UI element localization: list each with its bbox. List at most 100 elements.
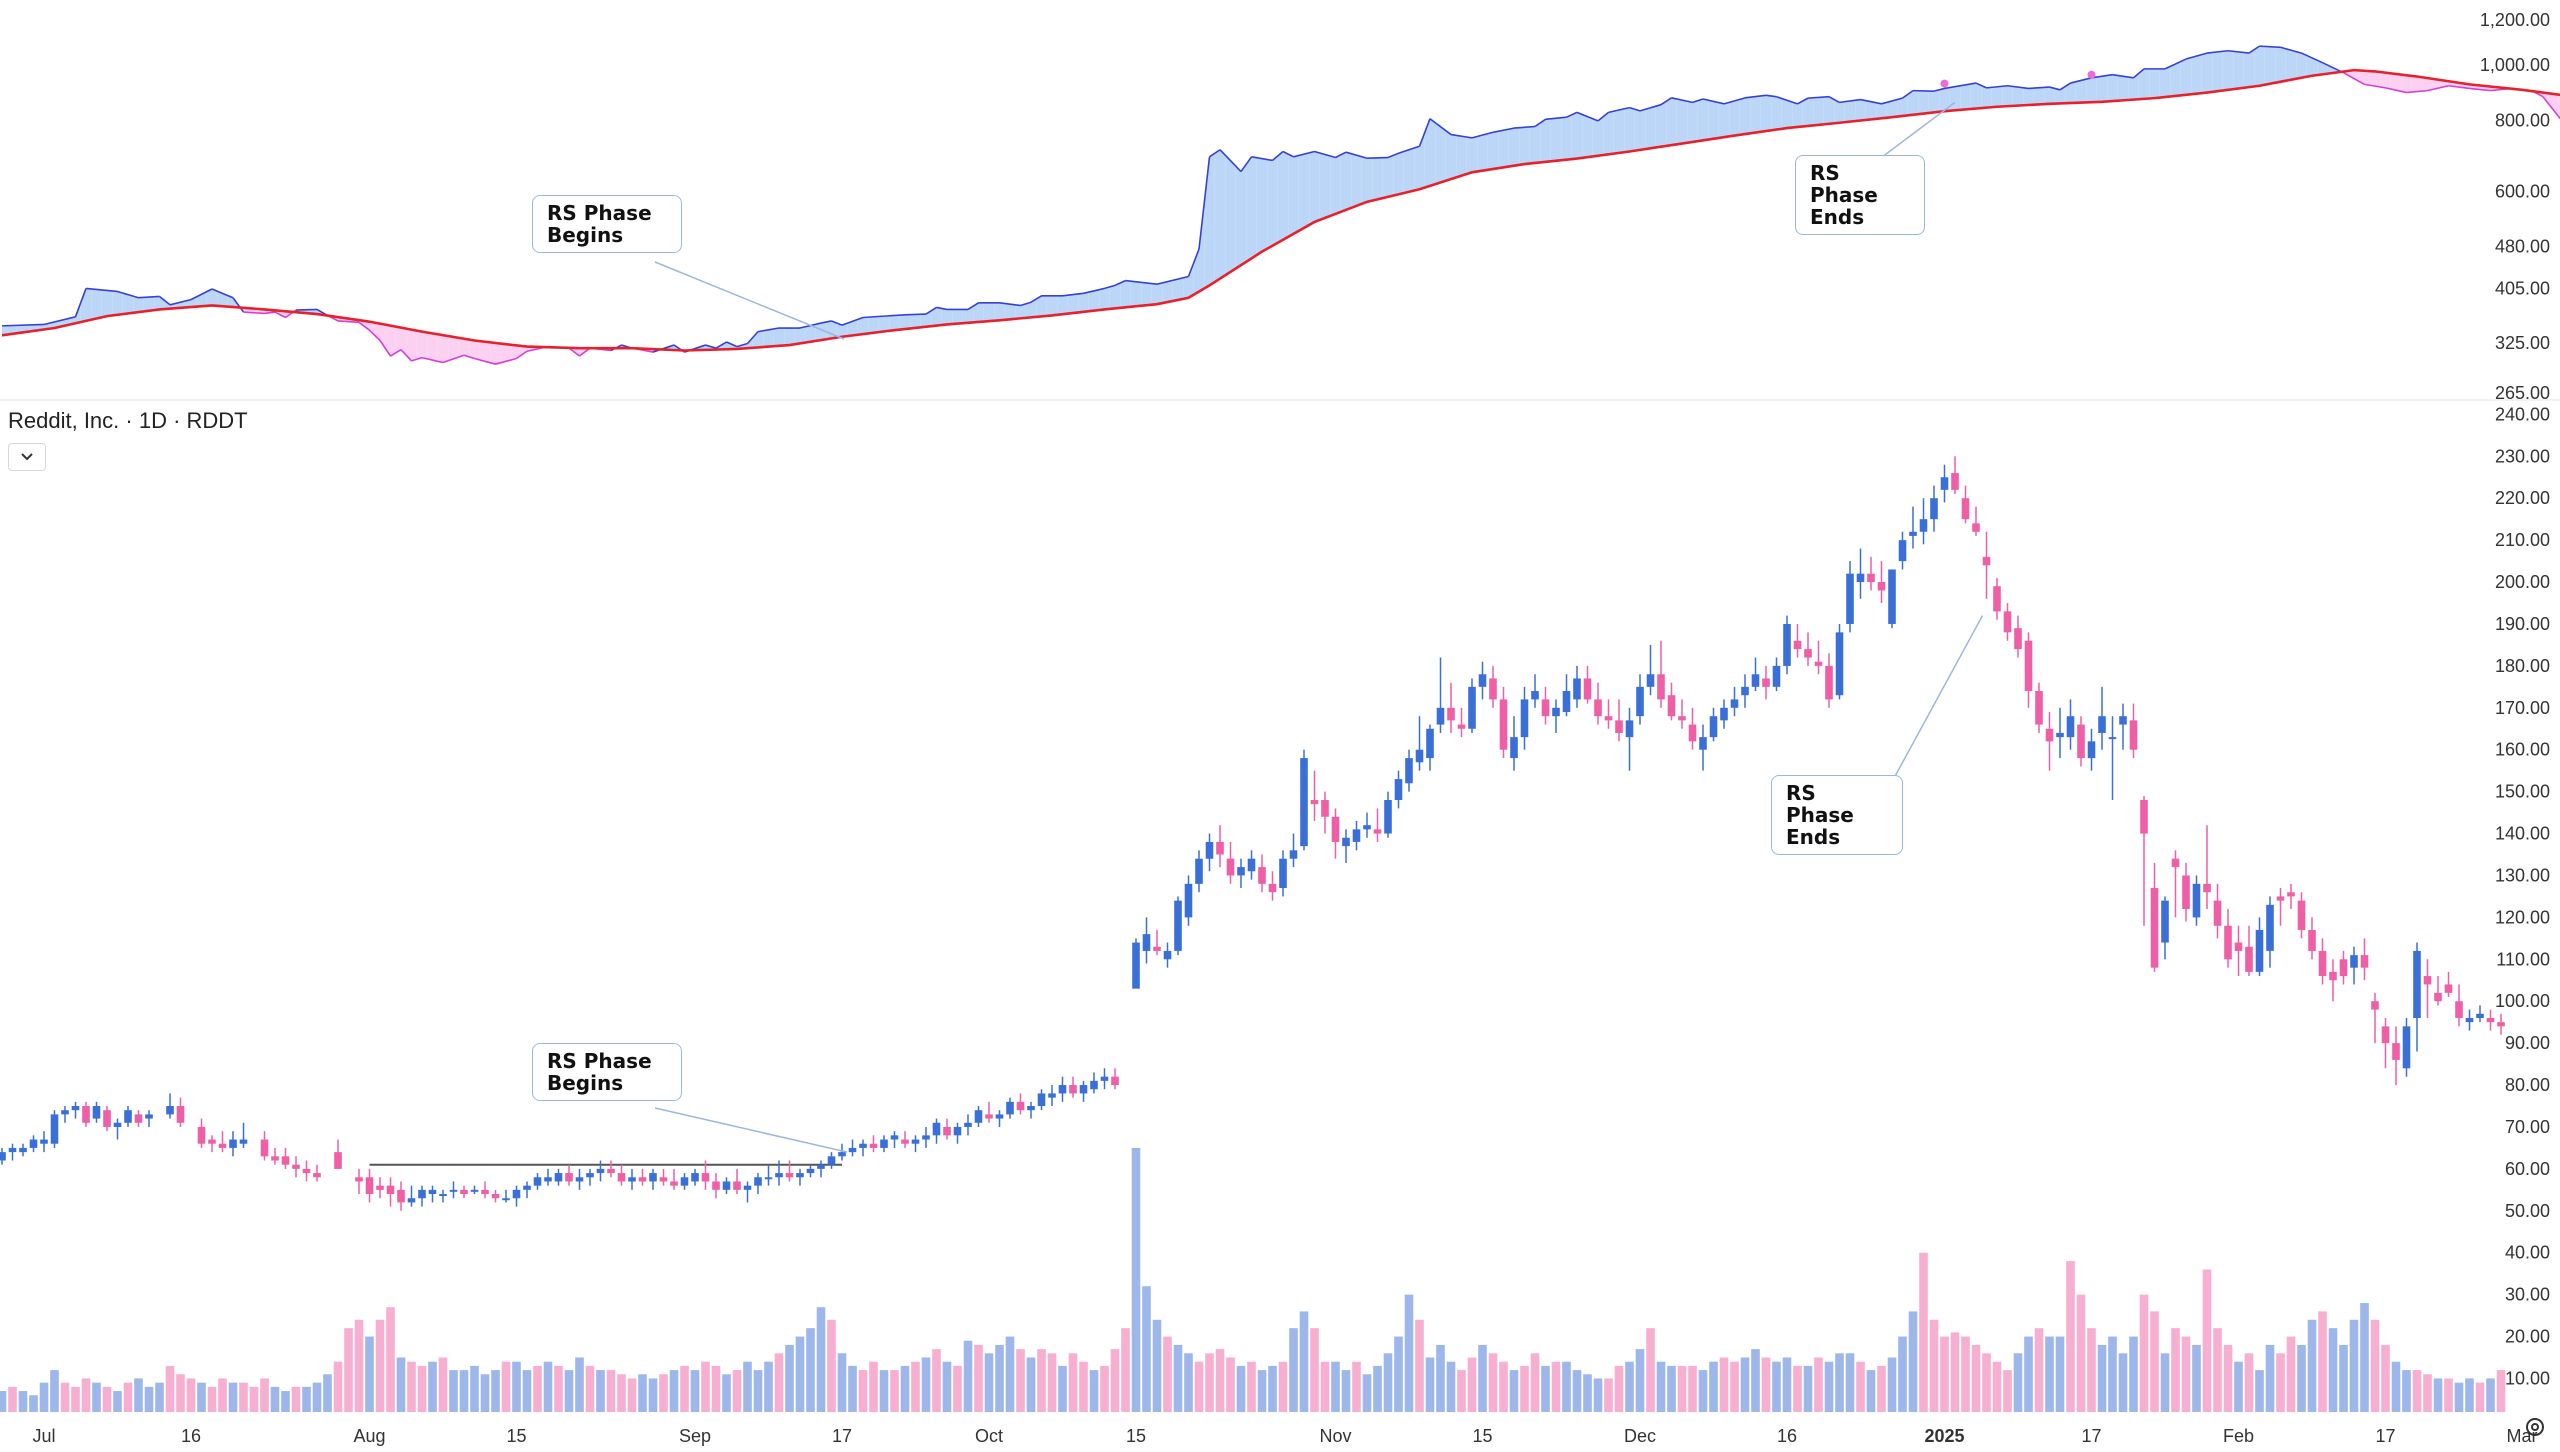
time-axis-tick-label: 17	[2081, 1426, 2101, 1446]
rs-fill-slice	[128, 294, 134, 314]
candle-body	[2045, 728, 2054, 742]
volume-bar	[795, 1336, 805, 1412]
candle-body	[29, 1139, 38, 1148]
rs-fill-slice	[1608, 111, 1614, 155]
candle-body	[1898, 540, 1907, 562]
rs-fill-slice	[1650, 106, 1656, 149]
rs-price-axis[interactable]: 1,200.00 1,000.00 800.00 600.00 480.00 405.00…	[2480, 10, 2550, 403]
candle-body	[197, 1126, 206, 1144]
volume-bar	[848, 1365, 857, 1412]
candle-body	[1499, 699, 1508, 750]
rs-fill-slice	[2075, 80, 2081, 103]
volume-bar	[1236, 1365, 1246, 1412]
time-axis[interactable]: Jul 16 Aug 15 Sep 17 Oct 15 Nov 15 Dec 16 2025 17 Feb 1…	[32, 1426, 2560, 1446]
rs-fill-slice	[1850, 100, 1856, 122]
rs-line-segment	[925, 306, 937, 315]
rs-fill-slice	[1881, 102, 1887, 119]
rs-line-segment	[421, 356, 444, 364]
rs-fill-slice	[2081, 79, 2087, 103]
candle-body	[1741, 686, 1749, 696]
candle-body	[733, 1181, 741, 1190]
rs-fill-slice	[889, 315, 895, 331]
volume-bar	[1446, 1361, 1456, 1412]
price-axis[interactable]: 240.00 230.00 220.00 210.00 200.00 190.00 180.…	[2495, 404, 2550, 1388]
candle-body	[2182, 875, 2190, 909]
rs-fill-slice	[448, 336, 454, 361]
rs-fill-slice	[1309, 151, 1315, 225]
volume-bar	[386, 1307, 395, 1412]
volume-bar	[1415, 1319, 1424, 1412]
volume-bar	[1719, 1357, 1729, 1412]
candle-body	[901, 1139, 909, 1144]
volume-bar	[2297, 1344, 2306, 1412]
settings-gear-icon[interactable]	[2522, 1414, 2548, 1440]
volume-bar	[1068, 1353, 1078, 1412]
volume-bar	[239, 1382, 248, 1412]
volume-bar	[1194, 1361, 1204, 1412]
volume-bar	[2370, 1319, 2380, 1412]
rs-fill-slice	[2270, 46, 2276, 84]
volume-bar	[228, 1382, 238, 1412]
volume-bar	[743, 1361, 752, 1412]
volume-bar	[1352, 1361, 1361, 1412]
candle-body	[1888, 569, 1896, 624]
volume-bar	[1499, 1361, 1508, 1412]
time-axis-tick-label: Mar	[2507, 1426, 2538, 1446]
volume-bar	[312, 1382, 322, 1412]
rs-fill-slice	[1907, 90, 1913, 116]
candle-body	[628, 1177, 636, 1182]
rs-line-segment	[757, 327, 780, 333]
rs-line-segment	[1576, 111, 1599, 122]
rs-fill-slice	[920, 314, 926, 328]
candle-body	[1352, 829, 1361, 842]
candle-body	[2413, 950, 2421, 1018]
price-axis-tick-label: 170.00	[2495, 698, 2550, 718]
rs-line-segment	[211, 288, 234, 299]
rs-line-segment	[1545, 116, 1567, 121]
rs-fill-slice	[2322, 62, 2328, 75]
volume-bar	[1751, 1349, 1760, 1412]
candle-body	[386, 1185, 395, 1195]
rs-fill-slice	[763, 329, 769, 347]
candle-body	[575, 1177, 584, 1182]
rs-line-segment	[1471, 131, 1494, 139]
volume-bar	[1383, 1353, 1393, 1412]
volume-bar	[701, 1361, 710, 1412]
legend-collapse-button[interactable]	[8, 443, 46, 471]
rs-fill-slice	[952, 309, 958, 325]
rs-line-segment	[1608, 106, 1630, 114]
volume-bar	[2349, 1319, 2359, 1412]
rs-fill-slice	[1745, 97, 1751, 135]
rs-fill-slice	[2249, 49, 2255, 88]
candle-body	[418, 1189, 426, 1199]
volume-bar	[1656, 1361, 1666, 1412]
candle-body	[2024, 640, 2033, 692]
rs-fill-slice	[469, 339, 475, 359]
rs-fill-slice	[1314, 151, 1320, 222]
candle-body	[1730, 699, 1739, 708]
rs-fill-slice	[1235, 165, 1241, 268]
volume-bar	[302, 1386, 311, 1412]
volume-bar	[1940, 1336, 1949, 1412]
volume-bar	[543, 1361, 553, 1412]
rs-fill-slice	[2112, 74, 2118, 102]
candle-body	[2318, 950, 2327, 977]
rs-fill-slice	[1424, 118, 1430, 188]
rs-fill-slice	[941, 308, 947, 326]
rs-fill-slice	[17, 325, 23, 334]
rs-line-segment	[442, 354, 465, 364]
rs-moving-average-line	[1, 68, 2560, 352]
rs-fill-slice	[1272, 155, 1278, 246]
candle-body	[512, 1189, 521, 1199]
volume-bar	[1845, 1353, 1855, 1412]
candle-body	[1835, 632, 1844, 696]
rs-fill-slice	[1813, 97, 1819, 126]
rs-fill-slice	[2096, 76, 2102, 103]
rs-fill-slice	[1865, 100, 1871, 120]
rs-fill-slice	[1277, 151, 1283, 243]
rs-fill-slice	[894, 315, 900, 331]
candle-body	[1174, 900, 1182, 951]
volume-bar	[1467, 1357, 1477, 1412]
rs-line-segment	[2280, 46, 2302, 54]
rs-fill-slice	[1766, 95, 1772, 132]
